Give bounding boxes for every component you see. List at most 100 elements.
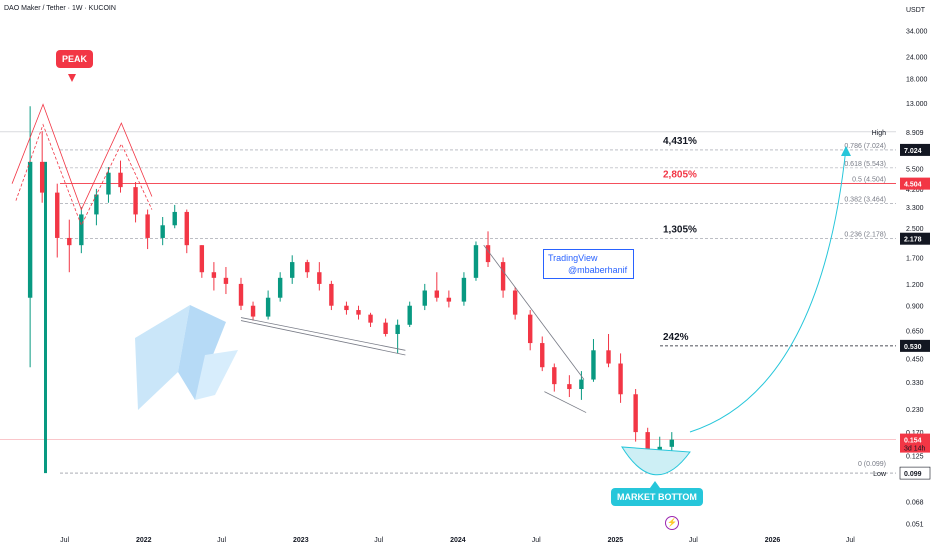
- listing-bar: [44, 161, 47, 474]
- pattern-inner: [15, 123, 153, 227]
- candle-body: [407, 305, 412, 325]
- candle-body: [368, 314, 373, 323]
- current-price-value: 0.154: [904, 438, 922, 445]
- candle-body: [485, 245, 491, 263]
- y-tick-label: 5.500: [906, 166, 924, 173]
- y-tick-label: 4.200: [906, 187, 924, 194]
- y-tick-label: 3.300: [906, 205, 924, 212]
- candle-body: [356, 310, 361, 315]
- x-tick-label: Jul: [689, 537, 698, 544]
- target-percent-label: 2,805%: [663, 170, 697, 181]
- candle-body: [579, 379, 584, 390]
- candle-body: [199, 245, 205, 273]
- candle-body: [317, 272, 322, 284]
- candle-body: [39, 161, 45, 193]
- x-tick-label: 2022: [136, 537, 152, 544]
- candle-body: [606, 350, 611, 364]
- candle-body: [461, 277, 467, 302]
- candle-body: [591, 350, 596, 380]
- price-unit: USDT: [906, 7, 926, 14]
- watermark-handle: @mbaberhanif: [568, 265, 628, 275]
- candle-body: [118, 172, 123, 188]
- candle-body: [500, 262, 506, 291]
- support-line-upper: [240, 317, 406, 351]
- x-tick-label: 2023: [293, 537, 309, 544]
- candle-body: [27, 161, 33, 298]
- falling-wedge-lower: [544, 391, 587, 413]
- price-tag-value: 0.099: [904, 471, 922, 478]
- candle-body: [633, 394, 638, 433]
- candle-body: [223, 277, 229, 284]
- candle-body: [512, 290, 518, 315]
- price-tag-box: [900, 232, 930, 245]
- target-percent-label: 1,305%: [663, 225, 697, 236]
- candle-body: [567, 384, 572, 390]
- y-tick-label: 13.000: [906, 101, 928, 108]
- current-price-tag: [900, 433, 930, 453]
- price-tag-value: 0.530: [904, 344, 922, 351]
- candle-body: [305, 262, 310, 273]
- projection-arc: [689, 147, 847, 433]
- y-tick-label: 0.900: [906, 304, 924, 311]
- x-tick-label: Jul: [374, 537, 383, 544]
- candle-body: [184, 211, 189, 246]
- candle-body: [344, 305, 349, 311]
- candle-body: [172, 211, 177, 226]
- candle-body: [79, 214, 84, 246]
- candle-body: [145, 214, 150, 238]
- candle-body: [250, 305, 256, 317]
- candle-body: [106, 172, 111, 195]
- y-tick-label: 0.230: [906, 407, 924, 414]
- fib-label: 0.382 (3.464): [844, 197, 886, 204]
- candle-body: [383, 322, 388, 334]
- x-tick-label: Jul: [846, 537, 855, 544]
- candle-body: [290, 262, 295, 278]
- candle-body: [395, 324, 400, 334]
- price-tag-box: [900, 339, 930, 352]
- target-percent-label: 242%: [663, 332, 689, 343]
- flash-icon[interactable]: ⚡: [665, 516, 679, 530]
- candle-body: [434, 290, 440, 298]
- target-percent-label: 4,431%: [663, 136, 697, 147]
- y-tick-label: 2.500: [906, 226, 924, 233]
- price-tag-box: [900, 177, 930, 190]
- candle-body: [473, 245, 479, 278]
- low-label: Low: [873, 471, 887, 478]
- fib-label: 0.236 (2.178): [844, 232, 886, 239]
- candle-body: [329, 283, 334, 306]
- x-tick-label: Jul: [532, 537, 541, 544]
- fib-label: 0.786 (7.024): [844, 143, 886, 150]
- y-tick-label: 0.650: [906, 328, 924, 335]
- watermark-brand: TradingView: [548, 253, 598, 263]
- y-tick-label: 24.000: [906, 55, 928, 62]
- y-tick-label: 1.200: [906, 282, 924, 289]
- projection-arrowhead: [841, 146, 851, 156]
- candle-body: [160, 225, 165, 238]
- candle-body: [645, 432, 650, 459]
- y-tick-label: 0.051: [906, 521, 924, 528]
- y-tick-label: 0.330: [906, 380, 924, 387]
- price-tag-value: 2.178: [904, 237, 922, 244]
- candle-body: [277, 277, 283, 298]
- falling-wedge-line: [483, 244, 585, 380]
- x-tick-label: 2025: [608, 537, 624, 544]
- pattern-outline: [11, 103, 153, 211]
- chart-title: DAO Maker / Tether · 1W · KUCOIN: [4, 5, 116, 12]
- peak-callout: PEAK: [56, 50, 94, 68]
- fib-label: 0.5 (4.504): [852, 177, 886, 184]
- candle-body: [552, 367, 557, 385]
- y-tick-label: 1.700: [906, 255, 924, 262]
- y-tick-label: 34.000: [906, 28, 928, 35]
- market-bottom-callout: MARKET BOTTOM: [611, 488, 703, 506]
- fib-label: 0 (0.099): [858, 461, 886, 468]
- candle-body: [55, 192, 60, 238]
- current-price-countdown: 3d 14h: [904, 446, 926, 453]
- candle-body: [94, 194, 99, 215]
- price-tag-box: [899, 466, 931, 480]
- candle-body: [618, 363, 623, 395]
- market-bottom-bowl: [621, 446, 691, 476]
- candle-body: [238, 283, 244, 306]
- candle-body: [527, 314, 533, 344]
- y-tick-label: 18.000: [906, 77, 928, 84]
